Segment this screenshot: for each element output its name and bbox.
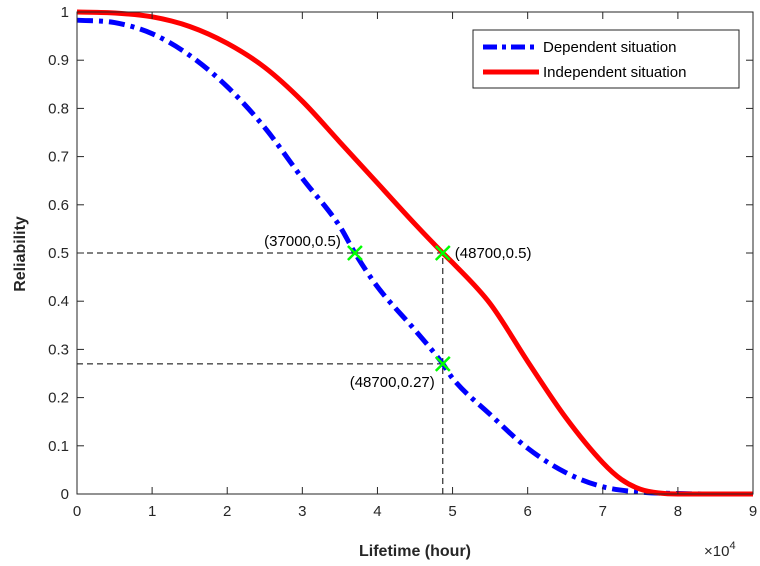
x-tick-label: 0 bbox=[73, 503, 81, 520]
axes-layer: 0 1 2 3 4 5 6 7 8 9 0 0.1 0.2 0.3 0.4 0.5 0.6 0.7 0.8 0.9 1 bbox=[48, 4, 757, 520]
x-tick-label: 6 bbox=[523, 503, 531, 520]
x-tick-label: 4 bbox=[373, 503, 381, 520]
y-axis-title: Reliability bbox=[12, 216, 29, 292]
legend-label-1: Dependent situation bbox=[543, 39, 676, 56]
marker-1 bbox=[347, 245, 363, 261]
x-tick-label: 8 bbox=[674, 503, 682, 520]
x-axis-title: Lifetime (hour) bbox=[359, 543, 471, 560]
y-tick-label: 0.8 bbox=[48, 100, 69, 117]
x-tick-label: 9 bbox=[749, 503, 757, 520]
marker-layer bbox=[347, 245, 451, 372]
x-tick-label: 3 bbox=[298, 503, 306, 520]
y-tick-label: 0.2 bbox=[48, 390, 69, 407]
x-tick-label: 1 bbox=[148, 503, 156, 520]
y-tick-label: 0.4 bbox=[48, 293, 69, 310]
marker-stroke bbox=[434, 355, 451, 372]
x-tick-label: 2 bbox=[223, 503, 231, 520]
marker-2 bbox=[434, 245, 451, 261]
marker-3 bbox=[434, 355, 451, 372]
y-tick-label: 0 bbox=[61, 486, 69, 503]
annotation-label-2: (48700,0.5) bbox=[455, 245, 532, 262]
annotation-label-3: (48700,0.27) bbox=[350, 374, 435, 391]
y-tick-label: 0.1 bbox=[48, 438, 69, 455]
marker-stroke bbox=[434, 245, 451, 261]
annotation-layer: (37000,0.5) (48700,0.5) (48700,0.27) bbox=[264, 233, 531, 391]
x-axis-multiplier-base: ×10 bbox=[704, 543, 729, 560]
x-axis-multiplier: ×104 bbox=[704, 540, 736, 560]
legend: Dependent situation Independent situation bbox=[472, 29, 740, 89]
y-tick-label: 0.7 bbox=[48, 149, 69, 166]
y-tick-label: 0.5 bbox=[48, 245, 69, 262]
legend-box bbox=[472, 29, 740, 89]
y-tick-label: 0.3 bbox=[48, 341, 69, 358]
series-line-dependent bbox=[76, 17, 753, 497]
y-tick-label: 0.9 bbox=[48, 52, 69, 69]
marker-stroke bbox=[347, 245, 363, 261]
x-tick-label: 7 bbox=[599, 503, 607, 520]
x-tick-label: 5 bbox=[448, 503, 456, 520]
annotation-label-1: (37000,0.5) bbox=[264, 233, 341, 250]
legend-label-2: Independent situation bbox=[543, 64, 686, 81]
y-tick-label: 0.6 bbox=[48, 197, 69, 214]
x-axis-multiplier-exponent: 4 bbox=[729, 540, 735, 552]
reference-lines bbox=[77, 252, 444, 494]
y-tick-label: 1 bbox=[61, 4, 69, 21]
